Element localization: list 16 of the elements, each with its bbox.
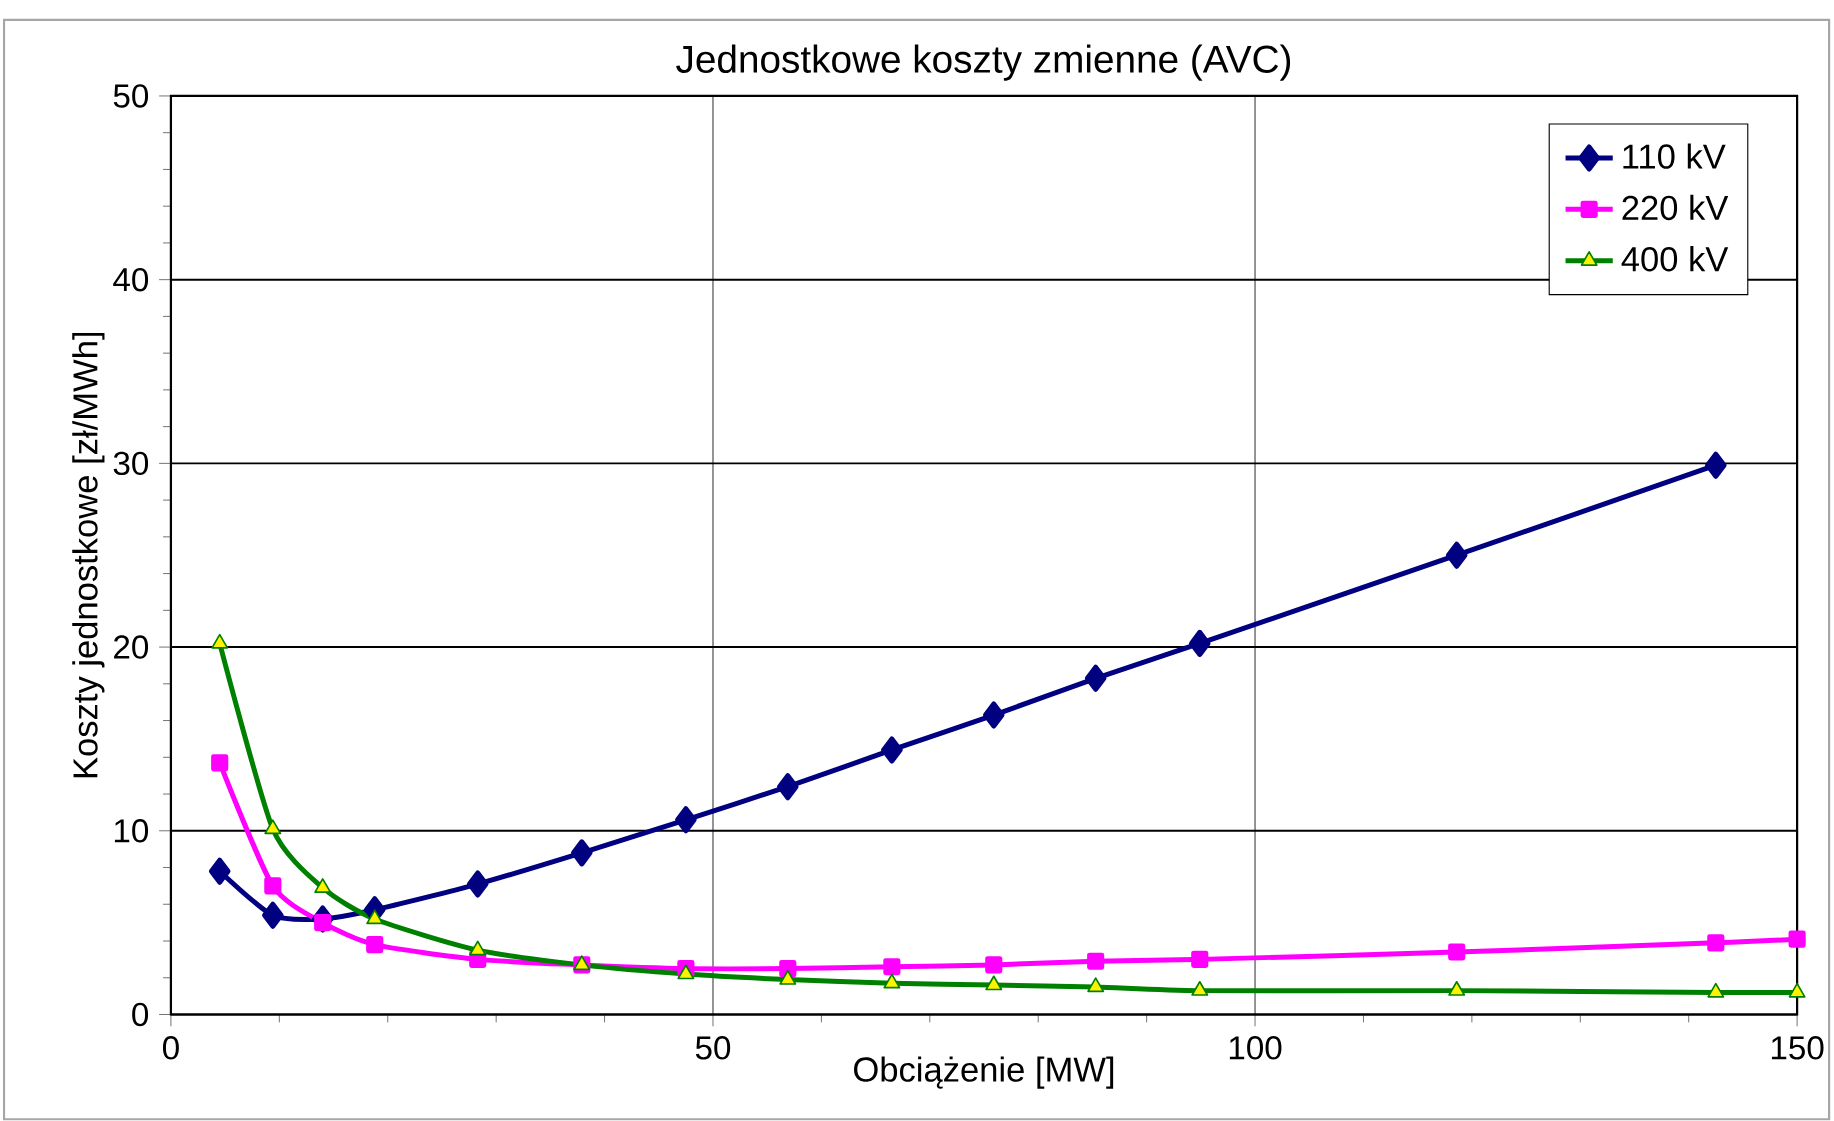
x-axis-title: Obciążenie [MW] (854, 1056, 1114, 1089)
x-tick-label: 0 (162, 1036, 179, 1060)
y-tick-label: 50 (113, 84, 149, 108)
x-tick-label: 100 (1229, 1036, 1282, 1060)
y-tick-label: 40 (113, 268, 149, 292)
y-axis-title: Koszty jednostkowe [zł/MWh] (72, 333, 105, 778)
chart-title: Jednostkowe koszty zmienne (AVC) (676, 44, 1291, 81)
y-tick-label: 0 (132, 1002, 149, 1027)
legend-label: 220 kV (1622, 194, 1729, 221)
legend-label: 400 kV (1621, 246, 1729, 272)
y-tick-label: 30 (113, 451, 149, 476)
legend-label: 110 kV (1623, 143, 1726, 170)
y-tick-label: 20 (114, 635, 149, 660)
x-tick-label: 50 (695, 1036, 731, 1060)
y-tick-label: 10 (114, 819, 149, 843)
x-tick-label: 150 (1771, 1036, 1824, 1060)
